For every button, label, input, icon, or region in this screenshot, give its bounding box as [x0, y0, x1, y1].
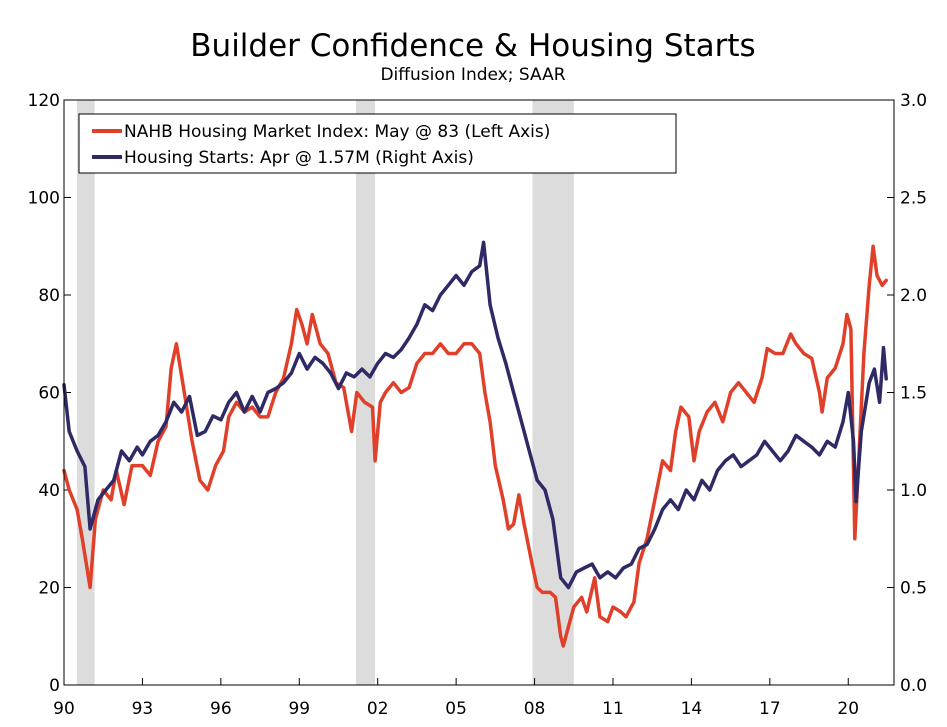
- y-left-tick-label: 80: [38, 286, 60, 306]
- x-tick-label: 96: [210, 699, 232, 719]
- recession-band-0: [77, 100, 95, 685]
- x-tick-label: 99: [288, 699, 310, 719]
- axis-ticks: [63, 99, 894, 686]
- x-tick-label: 14: [681, 699, 703, 719]
- x-tick-label: 05: [445, 699, 467, 719]
- x-tick-label: 90: [53, 699, 75, 719]
- chart-title: Builder Confidence & Housing Starts: [190, 28, 755, 64]
- y-left-tick-label: 60: [38, 384, 60, 404]
- y-left-tick-label: 20: [38, 579, 60, 599]
- x-tick-label: 08: [524, 699, 546, 719]
- legend-label-housing-starts: Housing Starts: Apr @ 1.57M (Right Axis): [124, 148, 474, 168]
- legend: NAHB Housing Market Index: May @ 83 (Lef…: [78, 113, 677, 174]
- x-tick-label: 93: [132, 699, 154, 719]
- recession-bands: [77, 100, 574, 685]
- y-left-tick-label: 40: [38, 481, 60, 501]
- y-right-tick-label: 1.5: [900, 384, 927, 404]
- legend-box: [78, 113, 677, 174]
- y-left-tick-label: 0: [49, 676, 60, 696]
- plot-frame: [63, 99, 895, 686]
- chart-subtitle: Diffusion Index; SAAR: [380, 65, 565, 85]
- y-right-tick-label: 1.0: [900, 481, 927, 501]
- series-lines: [62, 240, 888, 648]
- x-tick-label: 02: [367, 699, 389, 719]
- y-right-tick-label: 0.5: [900, 579, 927, 599]
- legend-label-nahb: NAHB Housing Market Index: May @ 83 (Lef…: [124, 122, 550, 142]
- y-right-tick-label: 2.0: [900, 286, 927, 306]
- series-line-housing-starts: [62, 240, 888, 590]
- y-right-tick-label: 3.0: [900, 91, 927, 111]
- y-right-tick-label: 0.0: [900, 676, 927, 696]
- y-left-tick-label: 120: [28, 91, 60, 111]
- x-tick-label: 17: [759, 699, 781, 719]
- x-tick-label: 20: [837, 699, 859, 719]
- series-line-nahb: [62, 244, 888, 648]
- x-tick-label: 11: [602, 699, 624, 719]
- y-right-tick-label: 2.5: [900, 189, 927, 209]
- recession-band-1: [356, 100, 376, 685]
- y-left-tick-label: 100: [28, 189, 60, 209]
